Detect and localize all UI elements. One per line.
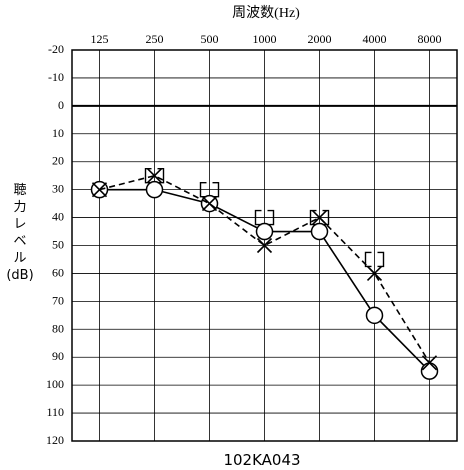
y-tick-label: 70 xyxy=(52,293,64,307)
cross-marker xyxy=(421,355,438,371)
chart-caption: 102KA043 xyxy=(223,451,300,469)
cross-marker xyxy=(201,196,218,212)
circle-marker xyxy=(420,362,439,380)
x-tick-labels: 125 250 500 1000 2000 4000 8000 xyxy=(91,32,442,46)
y-tick-label: 10 xyxy=(52,126,64,140)
grid xyxy=(71,49,458,442)
y-axis-label-line: 力 xyxy=(13,200,26,215)
x-tick-label: 1000 xyxy=(253,32,277,46)
x-tick-label: 8000 xyxy=(418,32,442,46)
chart-title: 周波数(Hz) xyxy=(232,5,300,21)
x-tick-label: 125 xyxy=(91,32,109,46)
cross-marker xyxy=(146,168,163,184)
y-tick-label: 50 xyxy=(52,238,64,252)
x-tick-label: 500 xyxy=(201,32,219,46)
y-tick-label: 20 xyxy=(52,154,64,168)
cross-marker xyxy=(91,182,108,198)
right-bracket-marker xyxy=(377,251,385,268)
y-tick-label: 110 xyxy=(46,405,64,419)
y-axis-label-line: 聴 xyxy=(13,183,26,198)
circle-marker xyxy=(310,222,329,241)
left-bracket-marker xyxy=(309,209,317,226)
x-tick-label: 4000 xyxy=(363,32,387,46)
y-tick-label: 0 xyxy=(58,98,64,112)
y-tick-label: 80 xyxy=(52,321,64,335)
y-axis-label-line: (dB) xyxy=(6,268,33,283)
right-bracket-marker xyxy=(322,209,330,226)
y-tick-label: 60 xyxy=(52,265,64,279)
y-tick-label: -10 xyxy=(48,70,64,84)
left-bracket-marker xyxy=(254,209,262,226)
left-bracket-marker xyxy=(364,251,372,268)
y-tick-labels: -20 -10 0 10 20 30 40 50 60 70 80 90 100 110 120 xyxy=(46,42,64,447)
y-axis-label-line: レ xyxy=(13,217,26,232)
y-tick-label: 100 xyxy=(46,377,64,391)
circle-marker xyxy=(365,306,384,325)
x-tick-label: 250 xyxy=(146,32,164,46)
cross-marker xyxy=(366,265,383,281)
left-bracket-marker xyxy=(199,181,207,198)
left-bracket-marker xyxy=(144,167,152,184)
y-axis-label-line: ル xyxy=(13,251,26,266)
series-layer xyxy=(90,167,439,380)
y-axis-label-line: ベ xyxy=(13,234,26,249)
cross-marker xyxy=(311,210,328,226)
right-bracket-marker xyxy=(157,167,165,184)
y-tick-label: 30 xyxy=(52,182,64,196)
y-tick-label: -20 xyxy=(48,42,64,56)
y-tick-label: 90 xyxy=(52,349,64,363)
x-tick-label: 2000 xyxy=(308,32,332,46)
right-bracket-marker xyxy=(267,209,275,226)
cross-marker xyxy=(256,237,273,254)
series-cross xyxy=(91,168,438,371)
right-bracket-marker xyxy=(212,181,220,198)
circle-marker xyxy=(145,180,164,199)
y-tick-label: 120 xyxy=(46,433,64,447)
y-tick-label: 40 xyxy=(52,210,64,224)
series-bracket xyxy=(144,167,385,268)
circle-marker xyxy=(255,222,274,241)
